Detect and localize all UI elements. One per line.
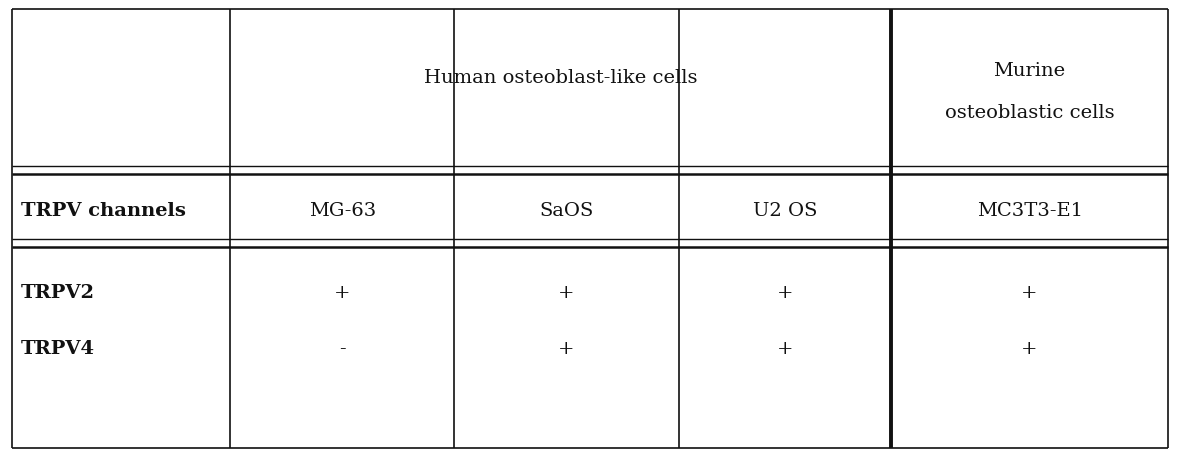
Text: MC3T3-E1: MC3T3-E1 bbox=[977, 202, 1082, 220]
Text: +: + bbox=[334, 284, 350, 302]
Text: +: + bbox=[558, 340, 575, 358]
Text: +: + bbox=[776, 284, 793, 302]
Text: SaOS: SaOS bbox=[539, 202, 594, 220]
Text: +: + bbox=[558, 284, 575, 302]
Text: +: + bbox=[776, 340, 793, 358]
Text: TRPV2: TRPV2 bbox=[21, 284, 96, 302]
Text: U2 OS: U2 OS bbox=[753, 202, 817, 220]
Text: +: + bbox=[1022, 340, 1037, 358]
Text: TRPV4: TRPV4 bbox=[21, 340, 96, 358]
Text: -: - bbox=[339, 340, 346, 358]
Text: Human osteoblast-like cells: Human osteoblast-like cells bbox=[424, 69, 697, 87]
Text: TRPV channels: TRPV channels bbox=[21, 202, 186, 220]
Text: +: + bbox=[1022, 284, 1037, 302]
Text: MG-63: MG-63 bbox=[309, 202, 375, 220]
Text: Murine

osteoblastic cells: Murine osteoblastic cells bbox=[945, 62, 1114, 121]
